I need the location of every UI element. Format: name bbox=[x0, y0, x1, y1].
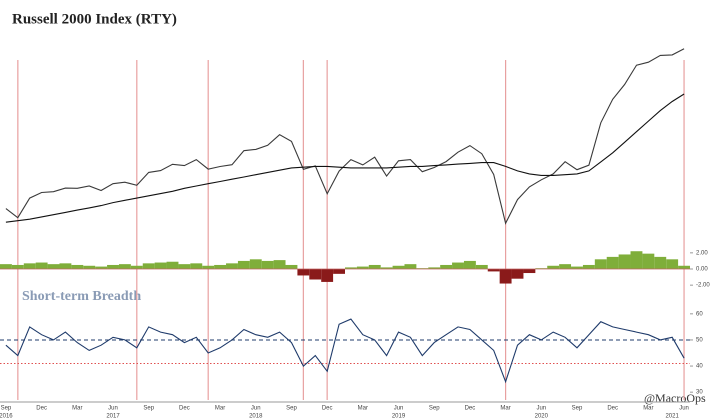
x-tick-label: Mar bbox=[215, 406, 225, 412]
bar bbox=[582, 264, 595, 269]
x-tick-label: Dec bbox=[36, 406, 47, 412]
bar bbox=[261, 260, 274, 269]
bar bbox=[487, 269, 500, 272]
bar bbox=[0, 264, 12, 269]
bar bbox=[166, 261, 179, 269]
bar bbox=[666, 259, 679, 269]
x-tick-label: Dec bbox=[179, 406, 190, 412]
bar bbox=[416, 268, 429, 269]
bar bbox=[107, 264, 119, 269]
bar bbox=[452, 262, 464, 269]
y-tick-label: 40 bbox=[696, 364, 703, 370]
bar bbox=[594, 259, 607, 269]
chart-title: Russell 2000 Index (RTY) bbox=[12, 11, 177, 27]
bar bbox=[678, 265, 690, 269]
x-tick-label: Mar bbox=[500, 406, 510, 412]
bar bbox=[380, 267, 393, 269]
year-label: 2018 bbox=[249, 414, 263, 420]
bar bbox=[618, 254, 631, 269]
bar bbox=[202, 265, 215, 269]
source: @MacroOps bbox=[644, 391, 706, 405]
bar bbox=[214, 264, 227, 269]
year-label: 2016 bbox=[0, 414, 13, 420]
bar bbox=[428, 267, 441, 269]
bar bbox=[309, 269, 322, 280]
x-tick-label: Jun bbox=[394, 406, 404, 412]
bar bbox=[535, 268, 548, 269]
bar bbox=[273, 260, 286, 269]
bar bbox=[95, 266, 108, 269]
bar bbox=[237, 260, 250, 269]
bar bbox=[463, 260, 476, 269]
series-line bbox=[5, 48, 685, 225]
bar bbox=[523, 269, 536, 274]
bar bbox=[142, 263, 155, 269]
y-tick-label: 2.00 bbox=[696, 250, 708, 256]
bar bbox=[59, 263, 72, 269]
series-line bbox=[5, 93, 685, 223]
bar bbox=[321, 269, 334, 282]
year-label: 2017 bbox=[106, 414, 120, 420]
x-tick-label: Mar bbox=[72, 406, 82, 412]
y-tick-label: 50 bbox=[696, 338, 703, 344]
bar bbox=[154, 262, 167, 269]
x-tick-label: Sep bbox=[286, 406, 297, 412]
y-tick-label: -2.00 bbox=[696, 283, 710, 289]
bar bbox=[606, 256, 619, 269]
bar bbox=[333, 269, 345, 274]
series-line bbox=[5, 318, 685, 384]
x-tick-label: Jun bbox=[679, 406, 689, 412]
x-tick-label: Dec bbox=[465, 406, 476, 412]
bar bbox=[118, 264, 131, 269]
bar bbox=[654, 256, 667, 269]
bar bbox=[559, 264, 572, 269]
bar bbox=[71, 264, 84, 269]
x-tick-label: Dec bbox=[607, 406, 618, 412]
x-tick-label: Sep bbox=[143, 406, 154, 412]
bar bbox=[571, 266, 583, 269]
bar bbox=[499, 269, 512, 284]
bar bbox=[226, 263, 238, 269]
bar bbox=[356, 266, 369, 269]
year-label: 2019 bbox=[392, 414, 406, 420]
bar bbox=[23, 263, 36, 269]
bar bbox=[511, 269, 524, 279]
bar bbox=[11, 264, 24, 269]
bar bbox=[368, 264, 381, 269]
x-tick-label: Sep bbox=[1, 406, 12, 412]
bar bbox=[630, 251, 643, 269]
bar bbox=[404, 264, 417, 269]
bar bbox=[178, 264, 191, 269]
x-tick-label: Jun bbox=[108, 406, 118, 412]
bar bbox=[392, 265, 405, 269]
bar bbox=[190, 263, 203, 269]
year-label: 2021 bbox=[665, 414, 679, 420]
bar bbox=[130, 265, 143, 269]
annotation: Short-term Breadth bbox=[22, 289, 141, 304]
y-tick-label: 0.00 bbox=[696, 267, 708, 273]
bar bbox=[47, 264, 60, 269]
x-tick-label: Jun bbox=[251, 406, 261, 412]
x-tick-label: Sep bbox=[429, 406, 440, 412]
y-tick-label: 30 bbox=[696, 390, 703, 396]
x-tick-label: Mar bbox=[643, 406, 653, 412]
bar bbox=[642, 253, 655, 269]
bar bbox=[475, 264, 488, 269]
bar bbox=[83, 265, 96, 269]
y-tick-label: 60 bbox=[696, 311, 703, 317]
bar bbox=[285, 264, 298, 269]
x-tick-label: Mar bbox=[358, 406, 368, 412]
bar bbox=[35, 262, 48, 269]
x-tick-label: Dec bbox=[322, 406, 333, 412]
x-tick-label: Jun bbox=[536, 406, 546, 412]
year-label: 2020 bbox=[535, 414, 549, 420]
bar bbox=[547, 265, 560, 269]
x-tick-label: Sep bbox=[572, 406, 583, 412]
bar bbox=[440, 264, 453, 269]
bar bbox=[249, 259, 262, 269]
bar bbox=[297, 269, 310, 276]
bar bbox=[345, 267, 357, 269]
